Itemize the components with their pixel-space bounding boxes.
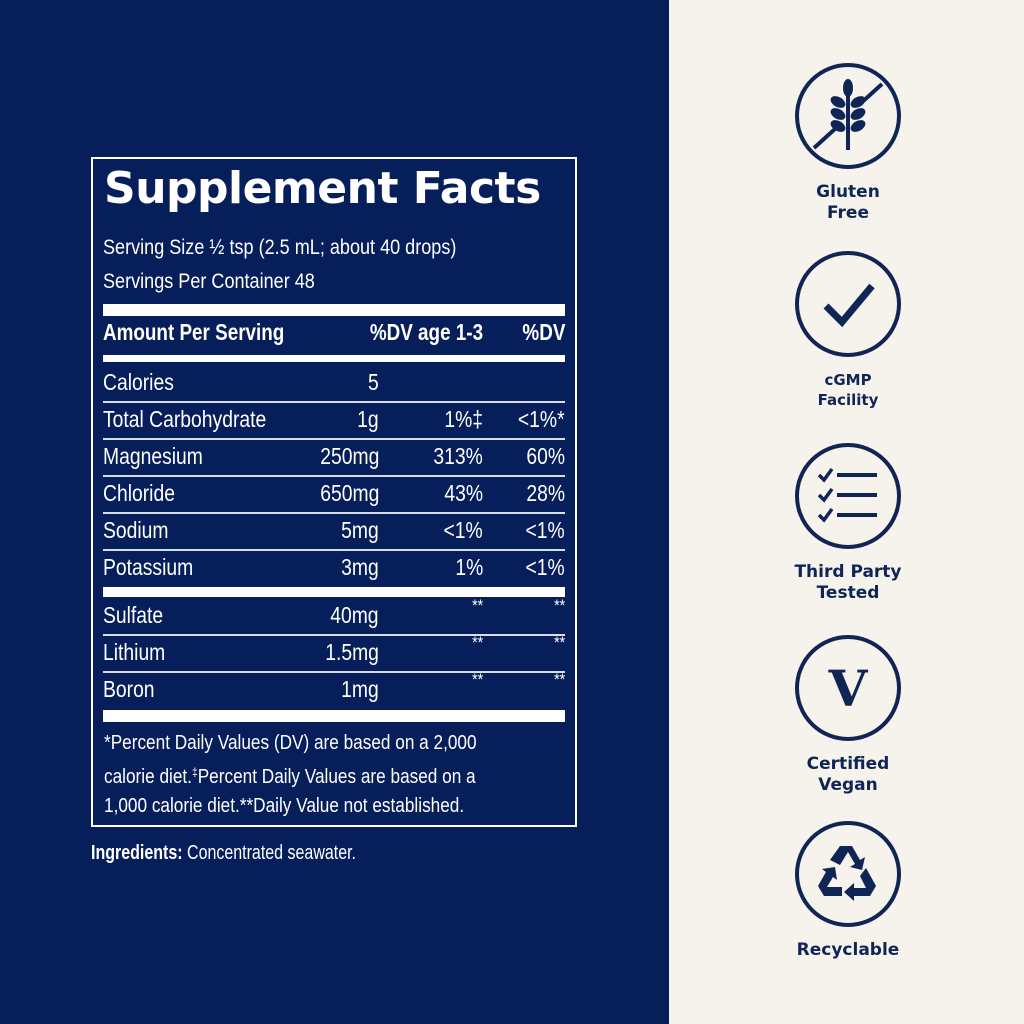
row-divider xyxy=(103,671,565,673)
servings-per-container: Servings Per Container 48 xyxy=(103,270,315,293)
gluten-free-icon xyxy=(795,63,901,169)
badge-third-party-tested: Third Party Tested xyxy=(768,442,928,604)
badge-label: Recyclable xyxy=(768,940,928,961)
table-row: Calories 5 xyxy=(103,369,379,395)
table-row: Lithium 1.5mg ** ** xyxy=(103,633,565,665)
footnote-line-2b: Percent Daily Values are based on a xyxy=(197,766,476,788)
table-row: Chloride 650mg 43% 28% xyxy=(103,480,565,506)
badge-label: Certified Vegan xyxy=(768,754,928,796)
header-dv: %DV xyxy=(522,319,565,345)
row-divider xyxy=(103,475,565,477)
table-row: Total Carbohydrate 1g 1%‡ <1%* xyxy=(103,406,565,432)
section-divider xyxy=(103,587,565,597)
supplement-facts-panel: Supplement Facts Serving Size ½ tsp (2.5… xyxy=(0,0,669,1024)
badge-label-line2: Free xyxy=(827,203,869,223)
badge-label-line1: cGMP xyxy=(824,371,872,389)
row-divider xyxy=(103,549,565,551)
badge-gluten-free: Gluten Free xyxy=(768,62,928,224)
thick-divider xyxy=(103,304,565,316)
row-divider xyxy=(103,401,565,403)
badge-label-line2: Vegan xyxy=(818,775,878,795)
header-divider xyxy=(103,355,565,362)
footnote-line-1: *Percent Daily Values (DV) are based on … xyxy=(104,732,477,754)
footnote-line-2a: calorie diet. xyxy=(104,766,192,788)
row-divider xyxy=(103,438,565,440)
svg-text:V: V xyxy=(828,659,869,718)
footnote-line-3: 1,000 calorie diet.**Daily Value not est… xyxy=(104,795,465,817)
facts-title: Supplement Facts xyxy=(104,163,541,214)
table-header: Amount Per Serving %DV age 1-3 %DV xyxy=(103,319,565,349)
header-amount: Amount Per Serving xyxy=(103,319,285,345)
footnote: *Percent Daily Values (DV) are based on … xyxy=(104,729,568,821)
badge-label: Gluten Free xyxy=(768,182,928,224)
bottom-divider xyxy=(103,710,565,722)
recycle-icon xyxy=(795,821,901,927)
badge-label-line1: Certified xyxy=(806,754,890,774)
serving-size: Serving Size ½ tsp (2.5 mL; about 40 dro… xyxy=(103,236,457,259)
badge-label-line1: Recyclable xyxy=(796,940,900,960)
badge-label: cGMP Facility xyxy=(768,370,928,410)
badge-cgmp: cGMP Facility xyxy=(768,250,928,410)
table-row: Sulfate 40mg ** ** xyxy=(103,596,565,628)
table-row: Sodium 5mg <1% <1% xyxy=(103,517,565,543)
ingredients-value: Concentrated seawater. xyxy=(182,842,356,864)
checkmark-icon xyxy=(795,251,901,357)
row-divider xyxy=(103,512,565,514)
badge-certified-vegan: V Certified Vegan xyxy=(768,634,928,796)
checklist-icon xyxy=(795,443,901,549)
table-row: Magnesium 250mg 313% 60% xyxy=(103,443,565,469)
dagger-mark: ‡ xyxy=(191,765,198,779)
ingredients: Ingredients: Concentrated seawater. xyxy=(91,842,356,865)
badge-label-line2: Tested xyxy=(816,583,880,603)
ingredients-label: Ingredients: xyxy=(91,842,183,864)
table-row: Boron 1mg ** ** xyxy=(103,670,565,702)
badge-label-line1: Third Party xyxy=(794,562,902,582)
badge-recyclable: Recyclable xyxy=(768,820,928,961)
row-divider xyxy=(103,634,565,636)
badge-label-line2: Facility xyxy=(817,391,879,409)
header-dv-age: %DV age 1-3 xyxy=(369,319,483,345)
footnote-line-2: calorie diet.‡Percent Daily Values are b… xyxy=(104,758,568,792)
table-row: Potassium 3mg 1% <1% xyxy=(103,554,565,580)
supplement-facts-label: Supplement Facts Serving Size ½ tsp (2.5… xyxy=(91,157,577,827)
badge-label: Third Party Tested xyxy=(768,562,928,604)
badge-label-line1: Gluten xyxy=(816,182,880,202)
vegan-v-icon: V xyxy=(795,635,901,741)
